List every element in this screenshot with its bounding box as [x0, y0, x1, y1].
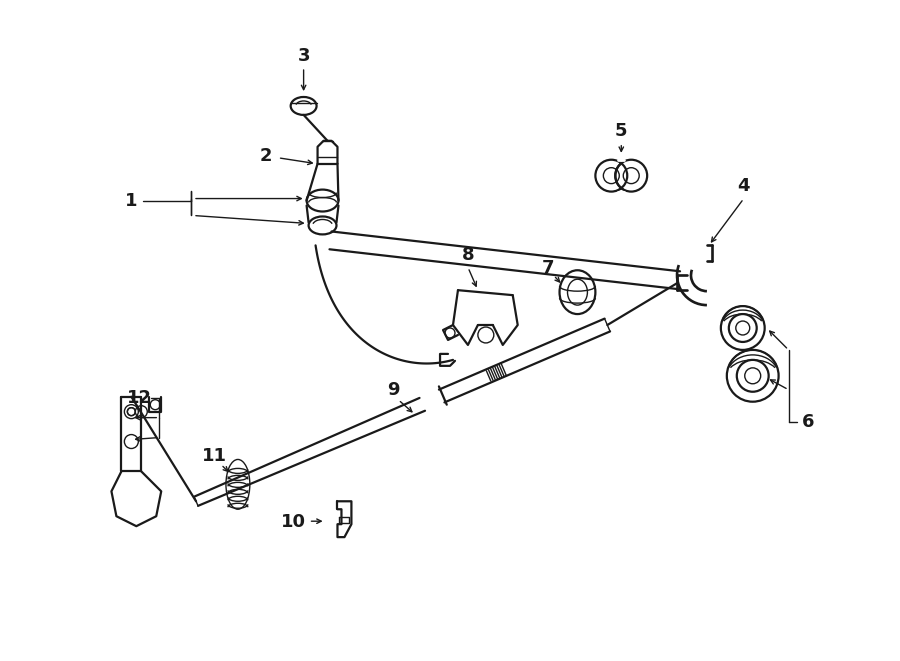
Text: 10: 10	[281, 513, 306, 531]
Text: 6: 6	[802, 412, 814, 430]
Text: 8: 8	[462, 247, 474, 264]
Ellipse shape	[721, 306, 765, 350]
Ellipse shape	[307, 190, 338, 212]
Circle shape	[596, 160, 627, 192]
Text: 9: 9	[387, 381, 400, 399]
Circle shape	[616, 160, 647, 192]
Text: 2: 2	[259, 147, 272, 165]
Text: 3: 3	[297, 47, 310, 65]
Text: 7: 7	[541, 259, 554, 277]
Ellipse shape	[727, 350, 778, 402]
Text: 12: 12	[127, 389, 152, 407]
Text: 1: 1	[125, 192, 138, 210]
Ellipse shape	[309, 217, 337, 235]
Text: 11: 11	[202, 447, 227, 465]
Text: 5: 5	[615, 122, 627, 140]
Ellipse shape	[560, 270, 596, 314]
Text: 4: 4	[737, 176, 750, 194]
